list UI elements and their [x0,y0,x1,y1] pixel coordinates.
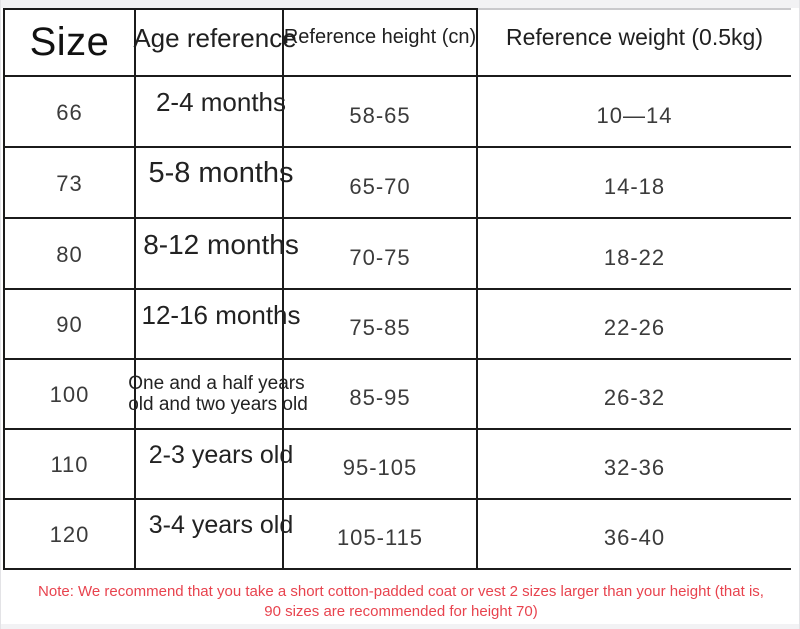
age-value: 12-16 months [141,299,301,330]
weight-value: 22-26 [603,315,666,340]
table-row-120-size: 120 [5,500,136,570]
table-row-110-size: 110 [5,430,136,500]
size-value: 120 [49,522,90,547]
recommendation-note: Note: We recommend that you take a short… [1,570,799,624]
height-value: 85-95 [349,385,411,410]
bottom-margin-strip [1,624,799,629]
size-value: 73 [56,170,83,196]
note-line-2: 90 sizes are recommended for height 70) [264,603,538,620]
column-header-weight: Reference weight (0.5kg) [506,24,763,50]
table-row-90-height: 75-85 [284,290,478,360]
weight-value: 14-18 [603,173,666,199]
table-row-100-age: One and a half years old and two years ol… [128,360,308,430]
table-row-90-age: 12-16 months [136,290,301,360]
table-row-66-height: 58-65 [284,77,478,148]
height-value: 58-65 [349,102,411,128]
table-row-100-size: 100 [5,360,136,430]
age-value: 8-12 months [143,228,299,260]
table-row-120-height: 105-115 [284,500,478,570]
table-row-73-weight: 14-18 [478,148,791,219]
age-value: 5-8 months [148,157,294,189]
weight-value: 36-40 [603,525,666,550]
header-cell-size: Size [5,8,136,77]
top-margin-strip [1,0,799,8]
table-row-90-size: 90 [5,290,136,360]
height-value: 95-105 [342,455,418,480]
table-row-80-age: 8-12 months [136,219,299,290]
weight-value: 18-22 [603,244,666,270]
column-header-size: Size [29,20,110,64]
table-row-80-weight: 18-22 [478,219,791,290]
note-line-1: Note: We recommend that you take a short… [38,583,764,600]
height-value: 105-115 [336,525,424,550]
header-cell-weight: Reference weight (0.5kg) [478,8,791,77]
size-value: 90 [56,312,83,337]
height-value: 65-70 [349,173,411,199]
table-row-120-weight: 36-40 [478,500,791,570]
table-row-73-height: 65-70 [284,148,478,219]
table-row-80-size: 80 [5,219,136,290]
header-cell-age: Age reference [133,8,297,77]
column-header-height: Reference height (cn) [283,26,477,48]
age-value: One and a half years old and two years ol… [128,373,308,415]
table-row-90-weight: 22-26 [478,290,791,360]
table-row-110-height: 95-105 [284,430,478,500]
table-row-110-age: 2-3 years old [136,430,293,500]
size-value: 66 [56,99,83,125]
table-row-66-age: 2-4 months [136,77,287,148]
height-value: 70-75 [349,244,411,270]
size-value: 110 [50,452,89,477]
size-value: 80 [56,241,83,267]
age-value: 2-3 years old [148,440,294,469]
weight-value: 26-32 [603,385,666,410]
table-row-73-age: 5-8 months [136,148,294,219]
size-table: Size Age reference Reference height (cn)… [3,8,791,570]
size-value: 100 [49,382,90,407]
column-header-age: Age reference [133,23,297,53]
height-value: 75-85 [349,315,411,340]
table-row-100-weight: 26-32 [478,360,791,430]
table-row-73-size: 73 [5,148,136,219]
age-value: 3-4 years old [148,510,294,539]
age-line-2: old and two years old [128,394,308,415]
table-row-66-size: 66 [5,77,136,148]
table-row-80-height: 70-75 [284,219,478,290]
weight-value: 32-36 [603,455,666,480]
table-row-100-height: 85-95 [284,360,478,430]
table-row-120-age: 3-4 years old [136,500,293,570]
age-value: 2-4 months [155,87,287,117]
weight-value: 10—14 [596,102,673,128]
table-row-110-weight: 32-36 [478,430,791,500]
table-row-66-weight: 10—14 [478,77,791,148]
header-cell-height: Reference height (cn) [284,8,478,77]
age-line-1: One and a half years [128,373,305,394]
